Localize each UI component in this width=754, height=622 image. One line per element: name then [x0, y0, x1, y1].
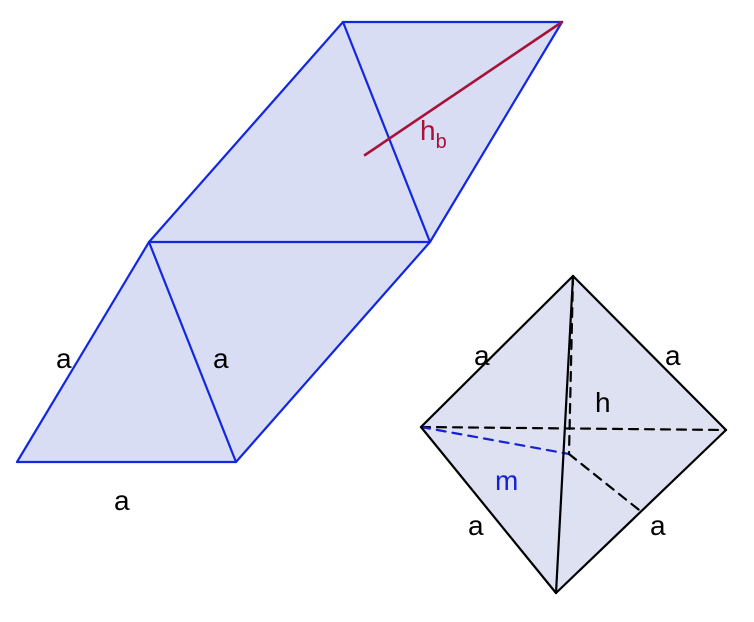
- label-a: a: [665, 340, 681, 371]
- label-a: a: [474, 340, 490, 371]
- label-a: a: [213, 343, 229, 374]
- label-m: m: [495, 465, 518, 496]
- tetra-face-left: [421, 276, 573, 593]
- label-a: a: [468, 510, 484, 541]
- label-a: a: [650, 510, 666, 541]
- diagram-canvas: aaahbaaaahm: [0, 0, 754, 622]
- label-h: h: [595, 387, 611, 418]
- tetra-face-right: [556, 276, 726, 593]
- label-a: a: [114, 485, 130, 516]
- label-a: a: [56, 343, 72, 374]
